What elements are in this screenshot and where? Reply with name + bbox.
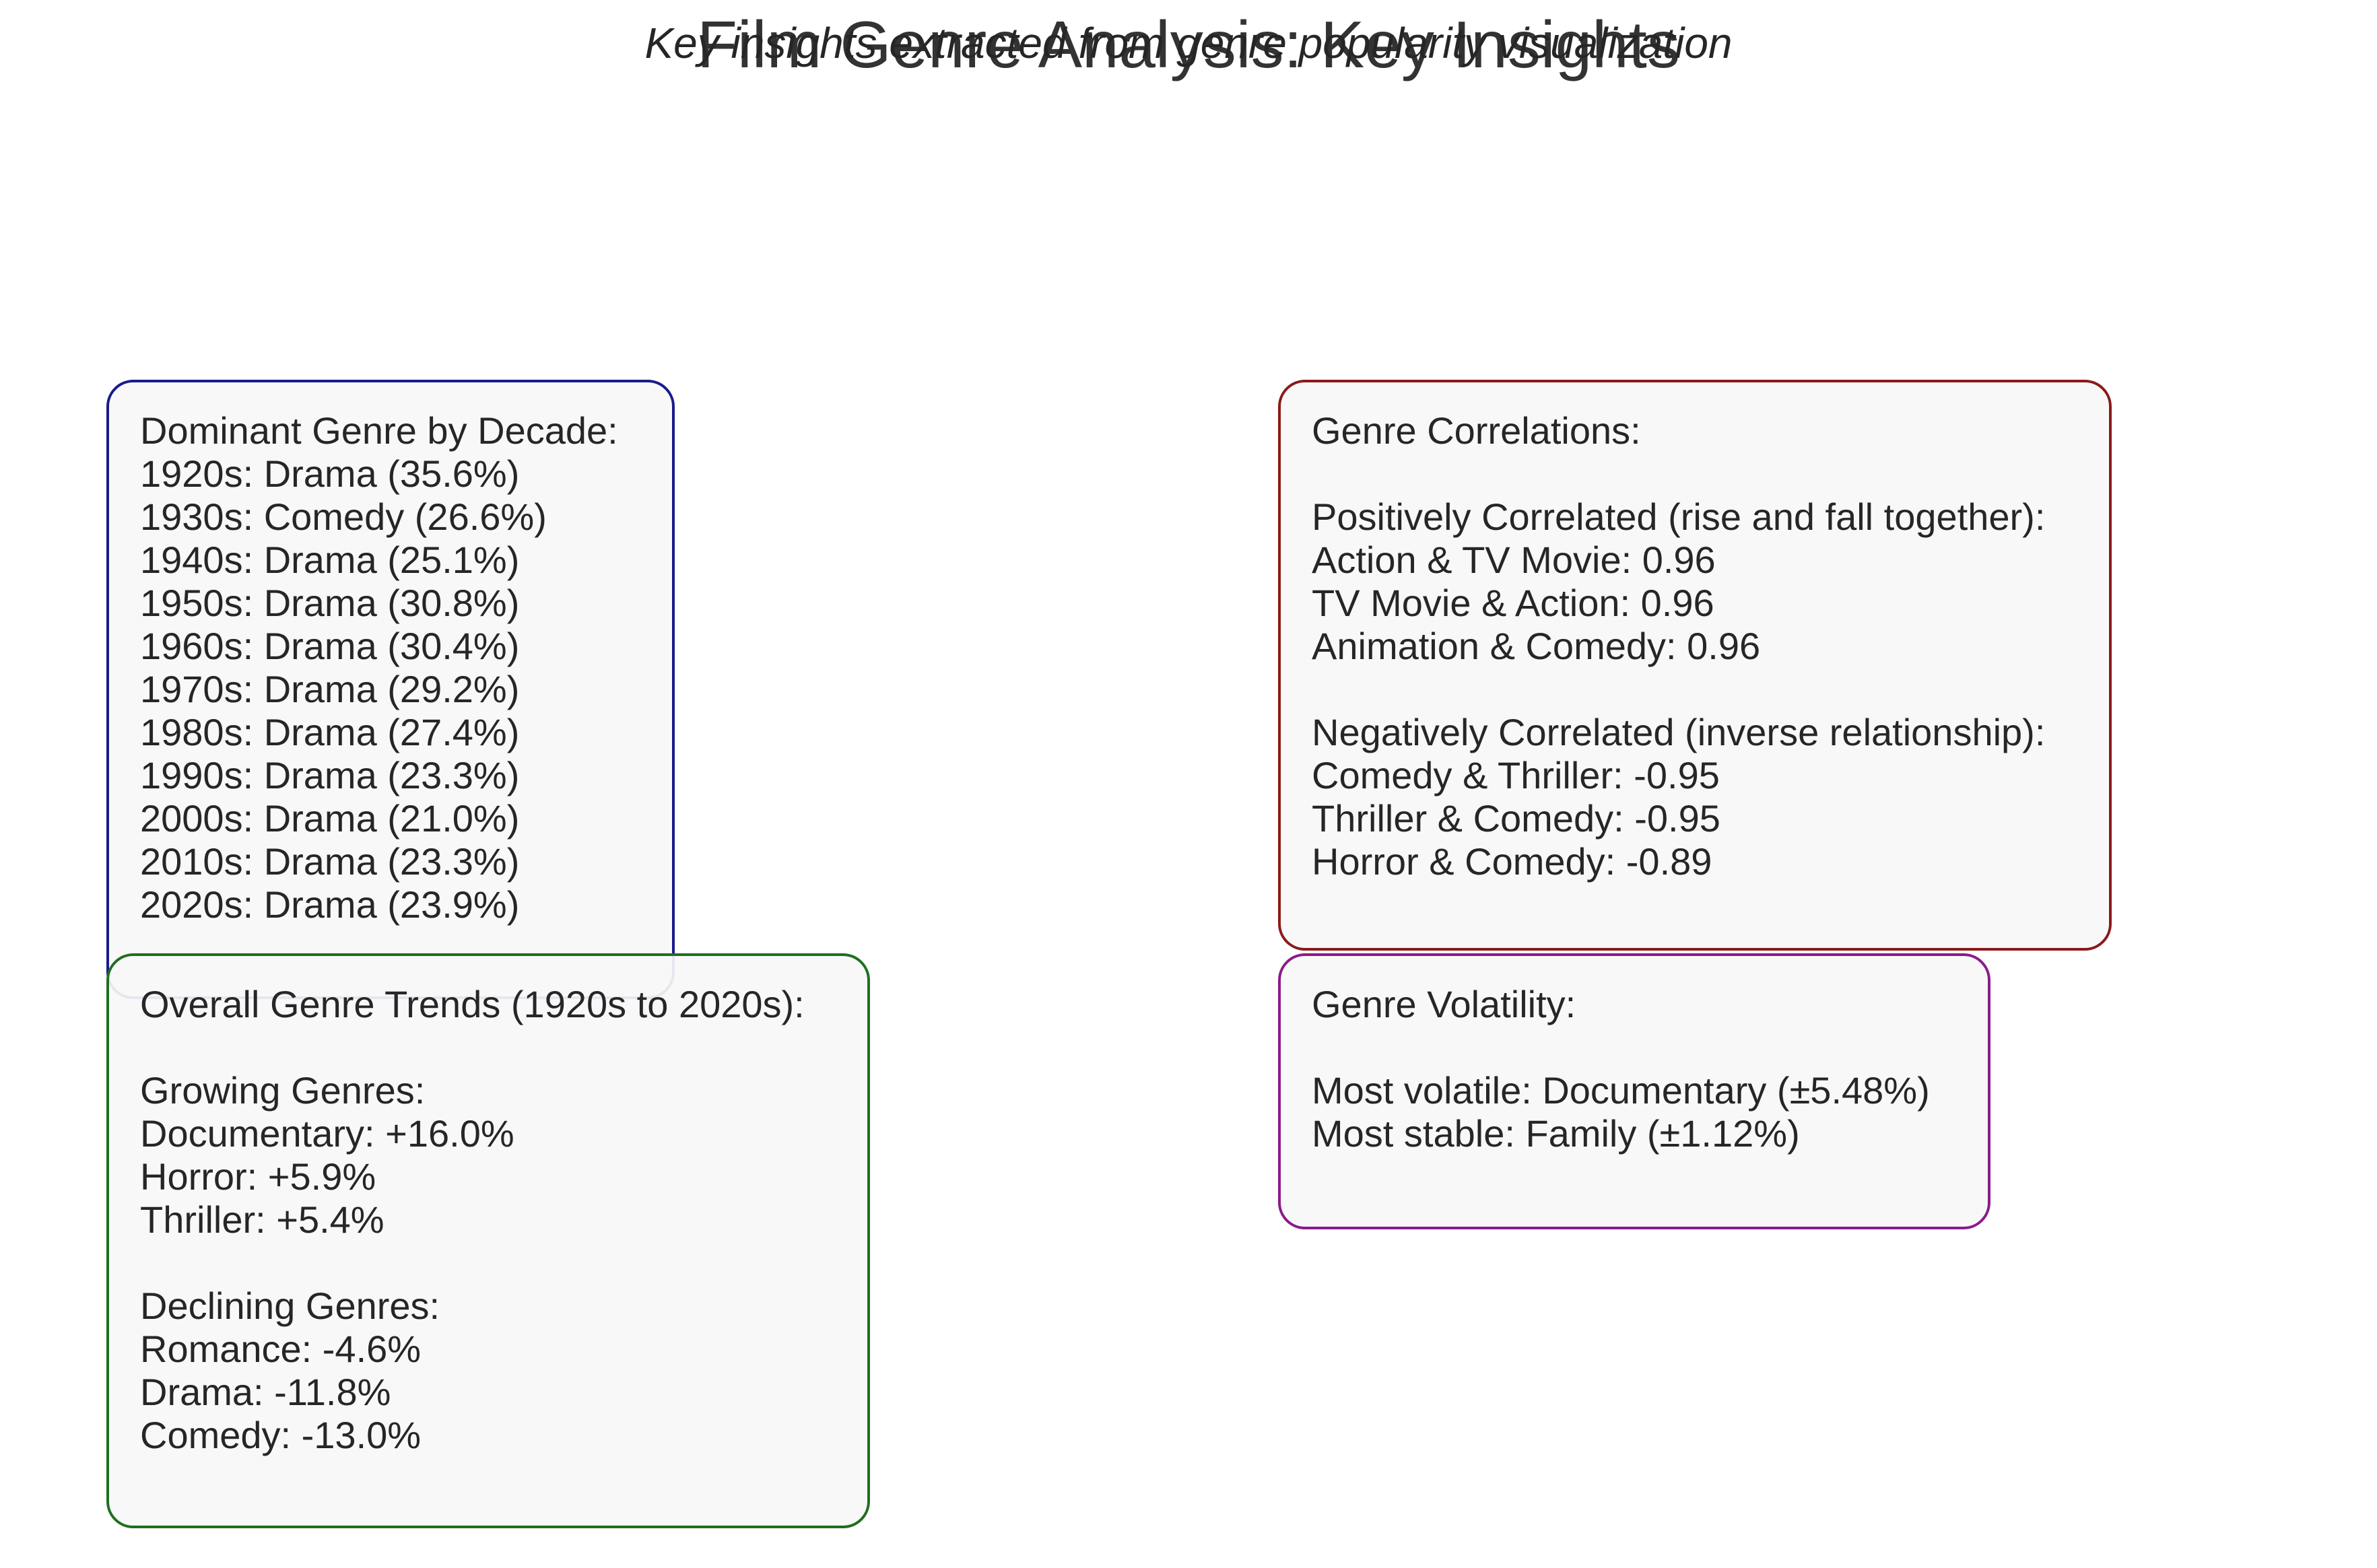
genre-correlations-panel: Genre Correlations: Positively Correlated…	[1278, 380, 2112, 951]
panel-line	[1312, 668, 2109, 711]
panel-heading: Overall Genre Trends (1920s to 2020s):	[140, 983, 805, 1025]
panel-line: 1960s: Drama (30.4%)	[140, 625, 520, 667]
panel-line: TV Movie & Action: 0.96	[1312, 582, 1714, 624]
panel-line: Action & TV Movie: 0.96	[1312, 539, 1716, 581]
panel-line: Romance: -4.6%	[140, 1328, 422, 1370]
panel-heading: Genre Volatility:	[1312, 983, 1576, 1025]
panel-line	[140, 1241, 867, 1285]
panel-line: Most volatile: Documentary (±5.48%)	[1312, 1069, 1930, 1112]
panel-line: Positively Correlated (rise and fall tog…	[1312, 496, 2046, 538]
panel-line: Declining Genres:	[140, 1285, 440, 1327]
panel-line: 2020s: Drama (23.9%)	[140, 883, 520, 926]
panel-line	[1312, 452, 2109, 496]
panel-line: Animation & Comedy: 0.96	[1312, 625, 1761, 667]
panel-heading: Dominant Genre by Decade:	[140, 409, 618, 452]
panel-line: Most stable: Family (±1.12%)	[1312, 1112, 1800, 1155]
panel-line	[1312, 1026, 1988, 1069]
genre-volatility-panel: Genre Volatility: Most volatile: Document…	[1278, 953, 1990, 1229]
panel-line	[140, 1026, 867, 1069]
panel-line: Thriller: +5.4%	[140, 1198, 384, 1241]
panel-line: 1950s: Drama (30.8%)	[140, 582, 520, 624]
panel-line: Horror: +5.9%	[140, 1155, 376, 1198]
panel-line: Drama: -11.8%	[140, 1371, 391, 1413]
panel-line: Growing Genres:	[140, 1069, 426, 1112]
dominant-genre-panel: Dominant Genre by Decade: 1920s: Drama (3…	[106, 380, 675, 999]
panel-line: 1980s: Drama (27.4%)	[140, 711, 520, 753]
panel-line: Horror & Comedy: -0.89	[1312, 840, 1712, 883]
chart-subtitle: Key insights extracted from genre popula…	[644, 19, 1733, 67]
panel-line: Documentary: +16.0%	[140, 1112, 514, 1155]
genre-trends-panel: Overall Genre Trends (1920s to 2020s): Gr…	[106, 953, 870, 1528]
panel-line: Comedy: -13.0%	[140, 1414, 422, 1456]
panel-line: 1940s: Drama (25.1%)	[140, 539, 520, 581]
panel-line: 1930s: Comedy (26.6%)	[140, 496, 547, 538]
panel-line: Negatively Correlated (inverse relations…	[1312, 711, 2046, 753]
chart-title: Film Genre Analysis: Key Insights	[697, 7, 1680, 81]
panel-line: 2000s: Drama (21.0%)	[140, 797, 520, 840]
panel-line: Comedy & Thriller: -0.95	[1312, 754, 1720, 796]
panel-line: 1920s: Drama (35.6%)	[140, 452, 520, 495]
panel-line: 1970s: Drama (29.2%)	[140, 668, 520, 710]
panel-line: 2010s: Drama (23.3%)	[140, 840, 520, 883]
panel-line: Thriller & Comedy: -0.95	[1312, 797, 1720, 840]
panel-heading: Genre Correlations:	[1312, 409, 1641, 452]
panel-line: 1990s: Drama (23.3%)	[140, 754, 520, 796]
